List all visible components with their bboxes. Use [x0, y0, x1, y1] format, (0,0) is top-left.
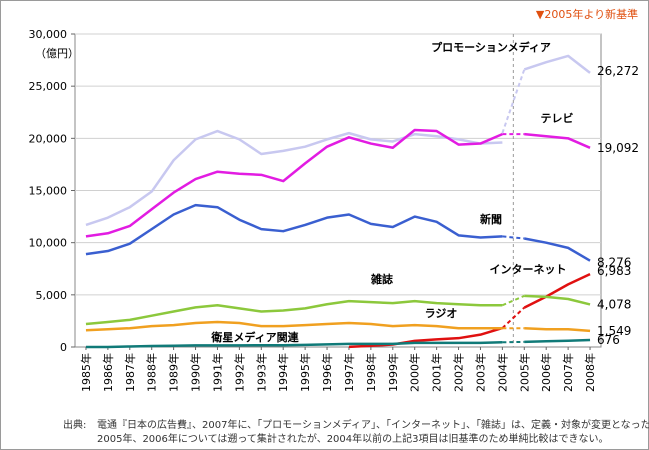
y-tick-label: 30,000: [29, 28, 68, 41]
y-tick-label: 20,000: [29, 132, 68, 145]
new-standard-note: ▼2005年より新基準: [536, 7, 638, 21]
footnote-prefix: 出典:: [63, 420, 87, 431]
series-line-old: [85, 320, 503, 332]
x-tick-label: 1985年: [79, 353, 93, 392]
series-labels: 26,272 プロモーションメディア 19,092 テレビ 8,276 新聞 6,983 イン…: [210, 40, 639, 347]
series-line-new: [524, 326, 591, 333]
series-lines: [85, 54, 591, 349]
series-line-old: [85, 341, 503, 349]
x-tick-label: 2000年: [408, 353, 422, 392]
x-tick-label: 1996年: [320, 353, 334, 392]
series-line-new: [523, 273, 591, 309]
footnote-line-2: 2005年、2006年については遡って集計されたが、2004年以前の上記3項目は…: [97, 430, 642, 445]
y-tick-label: 25,000: [29, 80, 68, 93]
series-name-label: ラジオ: [425, 307, 458, 320]
series-line-old: [85, 128, 503, 238]
x-tick-label: 1992年: [232, 353, 246, 392]
end-value-label: 6,983: [597, 264, 631, 278]
series-connector: [501, 306, 525, 329]
end-value-label: 676: [597, 333, 620, 347]
y-axis: 0 5,000 10,000 15,000 20,000 25,000 30,000: [29, 28, 75, 354]
x-tick-label: 2005年: [517, 353, 531, 392]
series-connector: [501, 294, 525, 307]
footnote-text-1: 電通『日本の広告費』、2007年に、「プロモーションメディア」、「インターネット…: [97, 420, 649, 431]
x-tick-label: 2001年: [430, 353, 444, 392]
footnote-line-1: 出典: 電通『日本の広告費』、2007年に、「プロモーションメディア」、「インタ…: [63, 416, 649, 431]
series-name-label: 雑誌: [370, 272, 393, 286]
series-name-label: テレビ: [541, 111, 574, 125]
series-line-new: [524, 338, 591, 344]
series-line-new: [523, 54, 591, 74]
x-tick-label: 1990年: [189, 353, 203, 392]
x-tick-label: 1993年: [254, 353, 268, 392]
series-line-new: [524, 132, 591, 149]
series-line-new: [524, 237, 591, 262]
grid-lines: [74, 33, 602, 348]
end-value-label: 8,276: [597, 256, 631, 270]
x-tick-label: 1991年: [210, 353, 224, 392]
end-value-label: 19,092: [597, 141, 639, 155]
x-tick-label: 2007年: [561, 353, 575, 392]
series-name-label: 衛星メディア関連: [210, 330, 299, 344]
x-tick-label: 1997年: [342, 353, 356, 392]
x-tick-label: 2006年: [539, 353, 553, 392]
x-axis: 1985年 1986年 1987年 1988年 1989年 1990年 1991年 1992年…: [79, 347, 597, 392]
y-unit-label: （億円）: [35, 47, 79, 60]
x-tick-label: 1999年: [386, 353, 400, 392]
x-tick-label: 1986年: [101, 353, 115, 392]
x-tick-label: 1989年: [167, 353, 181, 392]
x-tick-label: 2002年: [452, 353, 466, 392]
y-tick-label: 10,000: [29, 237, 68, 250]
end-value-label: 4,078: [597, 297, 631, 311]
series-line-new: [524, 294, 591, 306]
x-tick-label: 2003年: [473, 353, 487, 392]
x-tick-label: 1998年: [364, 353, 378, 392]
footnote-text-2: 2005年、2006年については遡って集計されたが、2004年以前の上記3項目は…: [97, 434, 609, 445]
y-tick-label: 15,000: [29, 185, 68, 198]
x-tick-label: 1995年: [298, 353, 312, 392]
series-line-old: [348, 326, 503, 349]
series-line-old: [85, 299, 503, 326]
series-line-old: [85, 203, 503, 256]
series-name-label: インターネット: [490, 263, 567, 276]
series-line-old: [85, 129, 503, 227]
series-name-label: プロモーションメディア: [431, 40, 551, 54]
y-tick-label: 5,000: [36, 289, 68, 302]
series-connector: [501, 69, 526, 134]
end-value-label: 1,549: [597, 324, 631, 338]
x-tick-label: 1987年: [123, 353, 137, 392]
x-tick-label: 2004年: [495, 353, 509, 392]
x-tick-label: 2008年: [583, 353, 597, 392]
end-value-label: 26,272: [597, 64, 639, 78]
x-tick-label: 1988年: [145, 353, 159, 392]
series-name-label: 新聞: [480, 212, 502, 226]
x-tick-label: 1994年: [276, 353, 290, 392]
y-tick-label: 0: [60, 341, 67, 354]
series-connector: [502, 235, 525, 240]
